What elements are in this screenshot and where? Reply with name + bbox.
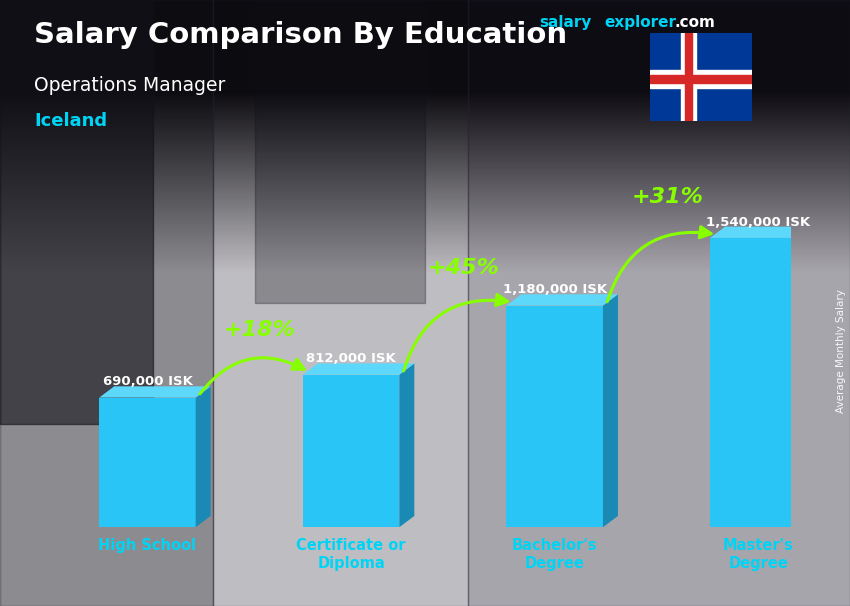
Text: +18%: +18% [224,320,296,340]
Text: salary: salary [540,15,592,30]
Polygon shape [400,364,414,527]
Polygon shape [682,33,695,121]
Text: 1,180,000 ISK: 1,180,000 ISK [502,283,607,296]
Text: Iceland: Iceland [34,112,107,130]
Text: +45%: +45% [428,258,500,278]
Text: +31%: +31% [632,187,703,207]
Text: Salary Comparison By Education: Salary Comparison By Education [34,21,567,49]
Polygon shape [650,33,752,121]
Text: explorer: explorer [604,15,677,30]
Polygon shape [807,227,822,527]
Polygon shape [710,227,822,238]
Polygon shape [99,387,211,398]
Polygon shape [507,305,603,527]
Polygon shape [303,364,414,375]
Text: 812,000 ISK: 812,000 ISK [306,352,396,365]
Polygon shape [650,70,752,88]
Polygon shape [507,295,618,305]
Polygon shape [650,75,752,83]
Polygon shape [196,387,211,527]
Text: .com: .com [674,15,715,30]
Polygon shape [99,398,196,527]
Polygon shape [685,33,692,121]
Polygon shape [710,238,807,527]
Text: Average Monthly Salary: Average Monthly Salary [836,290,846,413]
Polygon shape [603,295,618,527]
Text: 690,000 ISK: 690,000 ISK [103,375,192,388]
Polygon shape [303,375,399,527]
Text: 1,540,000 ISK: 1,540,000 ISK [706,216,810,228]
Text: Operations Manager: Operations Manager [34,76,225,95]
